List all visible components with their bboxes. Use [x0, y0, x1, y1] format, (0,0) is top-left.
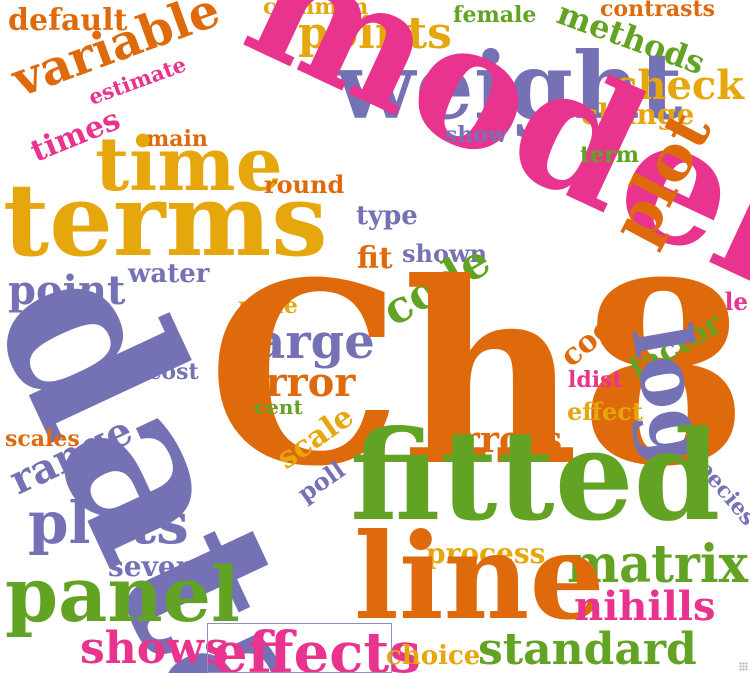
- word-main: main: [146, 126, 208, 152]
- word-male: male: [238, 293, 298, 319]
- word-weight: weight: [335, 32, 683, 140]
- word-fit: fit: [357, 241, 393, 276]
- word-change: change: [581, 98, 694, 131]
- word-common: common: [263, 0, 368, 20]
- word-contrasts: contrasts: [600, 0, 715, 22]
- word-nihills: nihills: [574, 583, 715, 630]
- word-shows: shows: [80, 623, 229, 673]
- word-time: time: [95, 122, 283, 208]
- word-ldist: ldist: [568, 367, 623, 393]
- word-show: show: [445, 122, 508, 148]
- resize-grip-icon[interactable]: [739, 662, 748, 671]
- word-plots: plots: [28, 489, 189, 557]
- word-standard: standard: [478, 624, 697, 673]
- word-large: large: [236, 314, 375, 370]
- word-choice: choice: [386, 641, 480, 671]
- word-table: table: [683, 287, 748, 316]
- word-term: term: [580, 142, 639, 168]
- word-terms: terms: [3, 161, 328, 279]
- word-errors: errors: [438, 419, 562, 461]
- word-matrix: matrix: [567, 534, 749, 595]
- word-cost: cost: [148, 359, 199, 385]
- word-effect: effect: [567, 397, 643, 426]
- word-water: water: [127, 259, 210, 289]
- word-default: default: [8, 3, 128, 38]
- word-sevens: sevens: [108, 550, 212, 583]
- word-panel: panel: [5, 550, 240, 639]
- word-shown: shown: [402, 239, 487, 268]
- word-point: point: [8, 267, 126, 314]
- word-points: points: [298, 8, 452, 59]
- word-female: female: [453, 2, 536, 28]
- word-error: error: [240, 359, 356, 406]
- word-process: process: [426, 537, 545, 570]
- word-round: round: [264, 170, 345, 199]
- word-cent: cent: [254, 395, 303, 419]
- word-ch8: Ch8: [208, 227, 748, 521]
- word-effects: effects: [212, 620, 421, 673]
- word-check: check: [613, 62, 745, 109]
- word-type: type: [356, 201, 418, 231]
- word-line: line: [354, 507, 605, 646]
- word-fitted: fitted: [350, 404, 720, 549]
- word-scales: scales: [5, 426, 80, 452]
